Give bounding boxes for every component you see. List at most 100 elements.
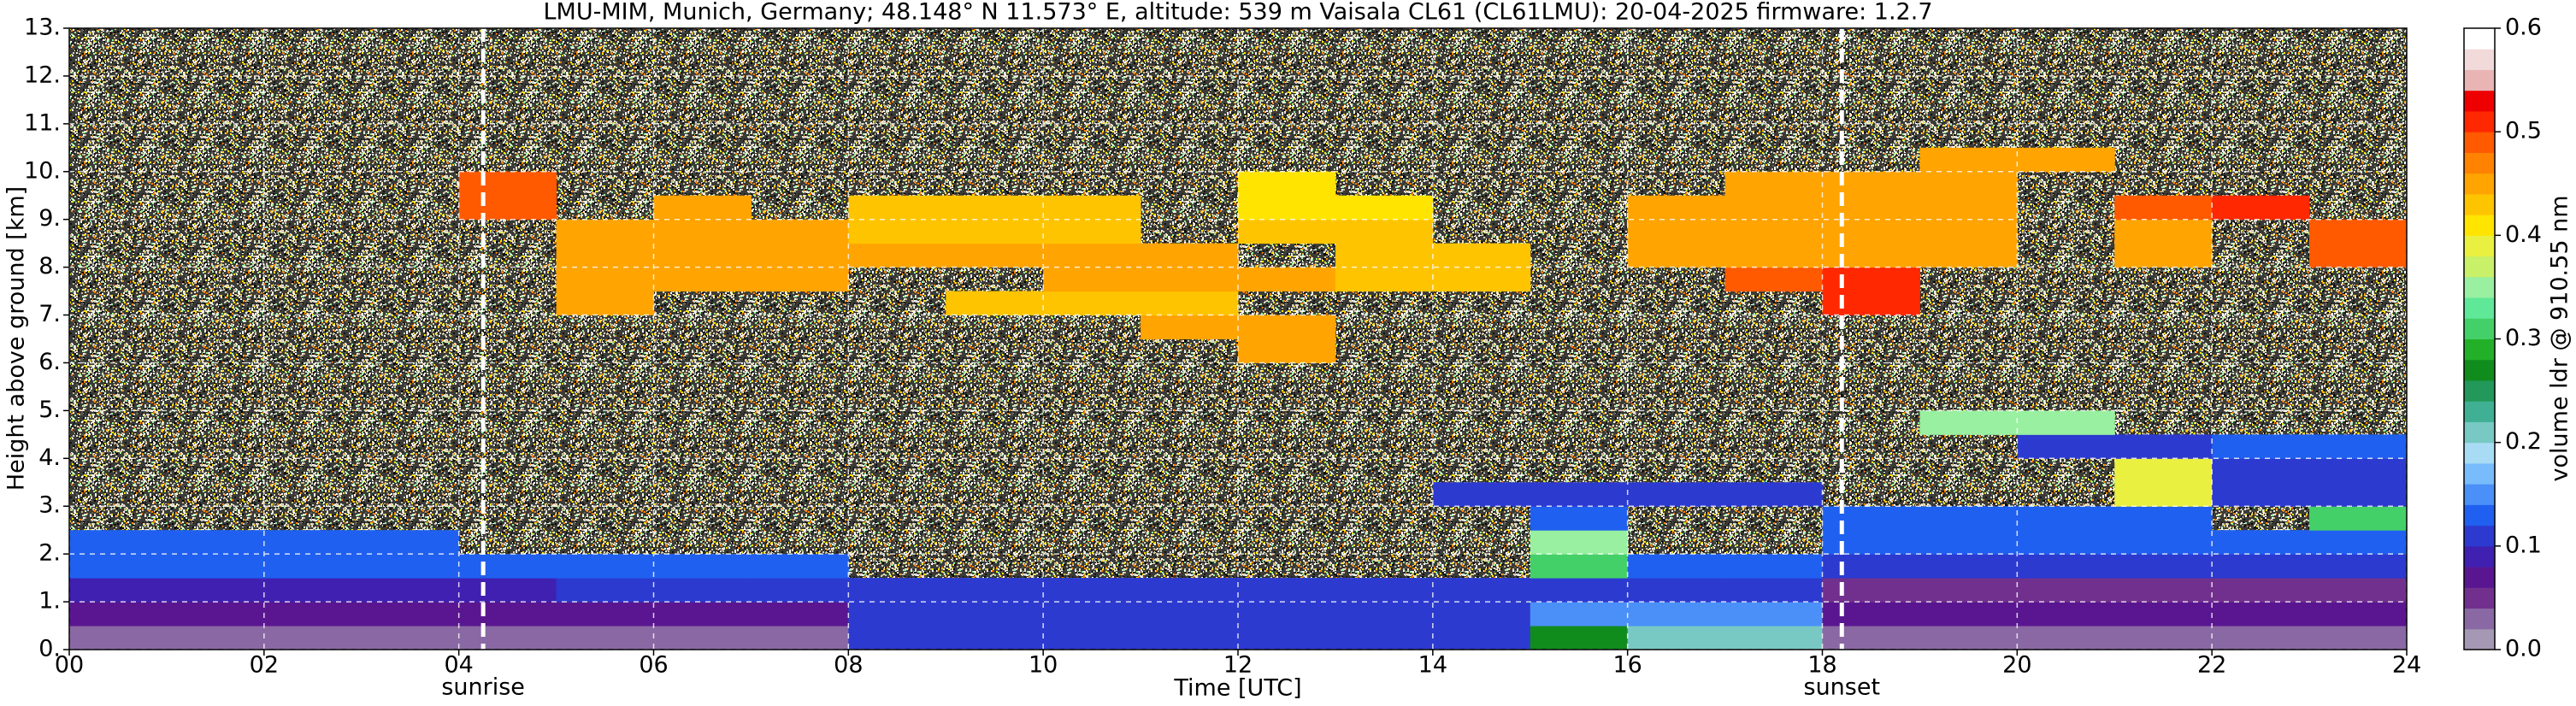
heatmap-cell [69,602,168,627]
heatmap-cell [1822,195,1920,221]
heatmap-cell [1919,506,2018,531]
heatmap-cell [1822,626,1920,650]
heatmap-cell [69,578,168,603]
heatmap-cell [751,626,849,650]
y-tick-label: 10. [24,157,61,184]
heatmap-cell [1530,506,1629,531]
colorbar-step [2464,484,2495,505]
colorbar-step [2464,504,2495,527]
heatmap-cell [2309,482,2407,507]
heatmap-cell [2114,434,2213,459]
heatmap-cell [2017,602,2115,627]
heatmap-cell [166,530,265,555]
heatmap-cell [556,626,654,650]
heatmap-cell [2114,482,2213,507]
heatmap-cell [1335,195,1434,221]
heatmap-cell [1141,267,1239,292]
heatmap-cell [2309,554,2407,579]
x-tick-label: 18 [1807,652,1836,679]
heatmap-cell [1724,602,1823,627]
annotation-label: sunset [1804,674,1881,701]
heatmap-cell [556,267,654,292]
heatmap-cell [1141,315,1239,339]
heatmap-cell [653,219,752,244]
colorbar-label: volume ldr @ 910.55 nm [2547,196,2573,482]
heatmap-cell [1238,578,1336,603]
colorbar-step [2464,318,2495,339]
heatmap-cell [1919,171,2018,197]
heatmap-cell [1530,482,1629,507]
colorbar-tick-label: 0.3 [2505,325,2542,351]
heatmap-cell [2212,626,2310,650]
y-tick-label: 5. [38,397,61,423]
heatmap-cell [69,626,168,650]
heatmap-cell [1432,482,1531,507]
colorbar-step [2464,442,2495,464]
heatmap-cell [1724,626,1823,650]
heatmap-cell [1919,602,2018,627]
heatmap-cell [166,602,265,627]
heatmap-cell [361,626,460,650]
heatmap-cell [1530,530,1629,555]
heatmap-cell [556,219,654,244]
heatmap-cell [653,267,752,292]
heatmap-cell [2017,626,2115,650]
heatmap-cell [1822,243,1920,268]
colorbar-step [2464,525,2495,547]
heatmap-cell [1238,171,1336,197]
heatmap-cell [1141,602,1239,627]
heatmap-cell [1724,482,1823,507]
colorbar-step [2464,462,2495,485]
heatmap-cell [1141,243,1239,268]
heatmap-cell [263,578,363,603]
heatmap-cell [2017,530,2115,555]
heatmap-cell [946,195,1044,221]
heatmap-cell [946,626,1044,650]
colorbar-step [2464,608,2495,630]
colorbar-step [2464,628,2495,650]
heatmap-cell [1141,626,1239,650]
colorbar-step [2464,69,2495,91]
heatmap-cell [946,578,1044,603]
heatmap-cell [1627,578,1726,603]
heatmap-cell [1043,602,1141,627]
heatmap-cell [1822,291,1920,316]
heatmap-cell [1919,195,2018,221]
heatmap-cell [1822,554,1920,579]
heatmap-cell [1919,243,2018,268]
colorbar-step [2464,545,2495,568]
heatmap-cell [361,602,460,627]
heatmap-cell [1724,554,1823,579]
heatmap-cell [2212,482,2310,507]
heatmap-cell [1724,267,1823,292]
colorbar-tick-label: 0.6 [2505,15,2542,41]
x-tick-label: 20 [2002,652,2031,679]
heatmap-cell [1141,578,1239,603]
heatmap-cell [458,578,557,603]
y-tick-label: 6. [38,349,61,375]
heatmap-cell [2309,434,2407,459]
heatmap-cell [69,554,168,579]
heatmap-cell [2309,219,2407,244]
heatmap-cell [2309,506,2407,531]
heatmap-cell [2017,434,2115,459]
y-tick-label: 12. [24,62,61,88]
heatmap-cell [1822,171,1920,197]
heatmap-cell [2114,219,2213,244]
x-tick-label: 10 [1029,652,1058,679]
x-tick-label: 12 [1223,652,1253,679]
colorbar-step [2464,421,2495,444]
chart-title: LMU-MIM, Munich, Germany; 48.148° N 11.5… [543,0,1932,26]
x-tick-label: 14 [1418,652,1447,679]
heatmap-cell [848,243,946,268]
heatmap-cell [653,578,752,603]
colorbar-step [2464,401,2495,422]
heatmap-cell [2114,506,2213,531]
colorbar-step [2464,567,2495,588]
heatmap-cell [1530,602,1629,627]
heatmap-cell [751,243,849,268]
heatmap-cell [361,554,460,579]
heatmap-cell [2309,243,2407,268]
